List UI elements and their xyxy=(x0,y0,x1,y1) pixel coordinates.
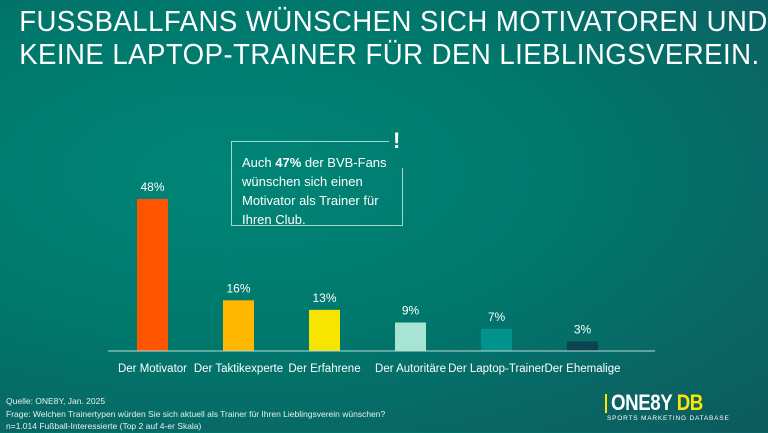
footer-notes: Quelle: ONE8Y, Jan. 2025 Frage: Welchen … xyxy=(6,395,385,433)
exclamation-icon: ! xyxy=(393,128,401,153)
category-label: Der Taktikexperte xyxy=(194,363,283,375)
data-label: 16% xyxy=(226,281,250,295)
source-note: Quelle: ONE8Y, Jan. 2025 xyxy=(6,396,106,406)
bar xyxy=(137,199,168,351)
category-label: Der Autoritäre xyxy=(375,363,446,375)
bar xyxy=(481,328,512,351)
bar xyxy=(309,309,340,351)
data-label: 13% xyxy=(312,291,336,305)
category-label: Der Ehemalige xyxy=(544,363,620,375)
bar xyxy=(223,300,254,351)
callout-highlight: 47% xyxy=(275,155,302,170)
title-line-1: FUSSBALLFANS WÜNSCHEN SICH MOTIVATOREN U… xyxy=(19,6,768,38)
category-label: Der Laptop-Trainer xyxy=(448,363,545,375)
category-label: Der Erfahrene xyxy=(288,363,360,375)
bar xyxy=(395,322,426,351)
chart-title: FUSSBALLFANS WÜNSCHEN SICH MOTIVATOREN U… xyxy=(19,6,768,72)
callout-text: Auch 47% der BVB-Fans wünschen sich eine… xyxy=(242,155,387,227)
sample-note: n=1.014 Fußball-Interessierte (Top 2 auf… xyxy=(6,421,202,431)
question-note: Frage: Welchen Trainertypen würden Sie s… xyxy=(6,408,386,419)
data-label: 9% xyxy=(402,304,420,318)
data-label: 7% xyxy=(488,310,506,324)
data-label: 48% xyxy=(140,180,164,194)
title-line-2: KEINE LAPTOP-TRAINER FÜR DEN LIEBLINGSVE… xyxy=(19,39,760,71)
bar xyxy=(567,341,598,351)
category-label: Der Motivator xyxy=(118,363,187,375)
callout-box: Auch 47% der BVB-Fans wünschen sich eine… xyxy=(231,141,403,227)
data-label: 3% xyxy=(574,323,592,337)
